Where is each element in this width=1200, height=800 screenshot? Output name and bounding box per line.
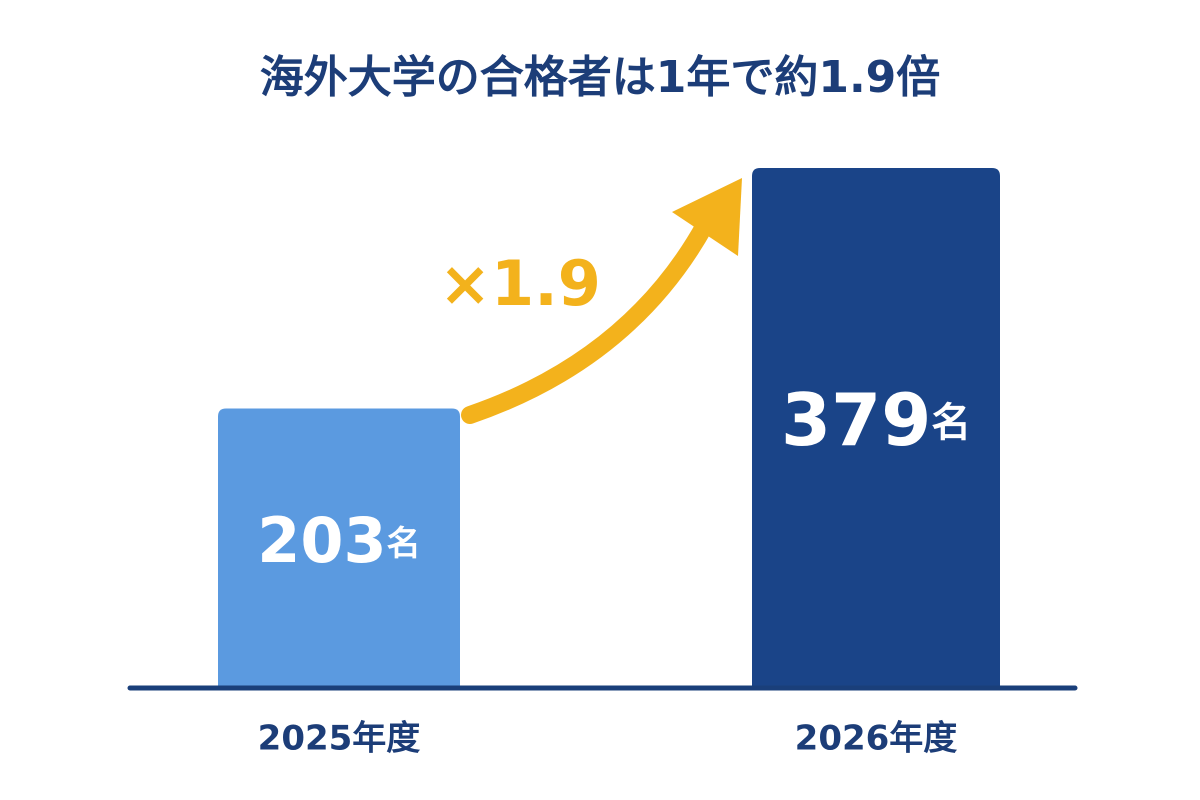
chart-title: 海外大学の合格者は1年で約1.9倍 xyxy=(260,52,941,103)
value-label: 203名 xyxy=(257,504,421,577)
growth-arrow xyxy=(461,178,742,424)
value-label: 379名 xyxy=(781,378,971,462)
arrow-shaft xyxy=(461,216,714,424)
bar xyxy=(218,408,460,686)
arrow-head xyxy=(672,178,742,256)
bar xyxy=(752,168,1000,686)
annotation: ×1.9 xyxy=(439,247,601,320)
x-tick-label: 2026年度 xyxy=(795,719,958,759)
x-tick-label: 2025年度 xyxy=(258,719,421,759)
bars: 203名 379名 xyxy=(218,168,1000,686)
